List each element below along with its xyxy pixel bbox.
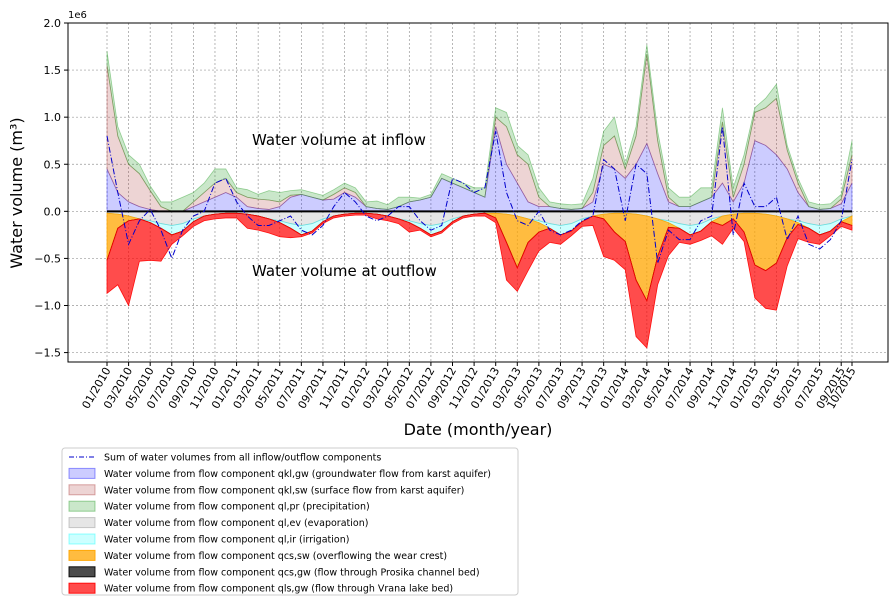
- legend-swatch: [68, 582, 96, 594]
- legend-label: Water volume from flow component qkl,gw …: [104, 469, 491, 480]
- legend-swatch: [68, 500, 96, 512]
- line: [106, 126, 853, 264]
- legend-swatch: [68, 484, 96, 496]
- offset-label: 1e6: [68, 10, 87, 21]
- y-tick-label: −1.0: [34, 300, 61, 313]
- legend-swatch: [68, 549, 96, 561]
- area: [106, 212, 853, 302]
- y-tick-label: 1.5: [44, 64, 62, 77]
- annotation: Water volume at outflow: [252, 262, 437, 280]
- legend-label: Water volume from flow component qcs,sw …: [104, 551, 447, 562]
- y-tick-label: 0.5: [44, 158, 62, 171]
- legend-label: Water volume from flow component qkl,sw …: [104, 485, 464, 496]
- y-axis-label: Water volume (m³): [7, 117, 26, 268]
- y-tick-label: 2.0: [44, 17, 62, 30]
- legend-label: Water volume from flow component ql,ev (…: [104, 518, 368, 529]
- annotation: Water volume at inflow: [252, 131, 426, 149]
- plot-area: −1.5−1.0−0.50.00.51.01.52.001/201003/201…: [34, 17, 889, 411]
- legend: Sum of water volumes from all inflow/out…: [68, 453, 491, 595]
- legend-swatch: [68, 533, 96, 545]
- area: [106, 44, 853, 212]
- legend-swatch: [68, 467, 96, 479]
- legend-label: Water volume from flow component qls,gw …: [104, 584, 453, 595]
- legend-swatch: [68, 566, 96, 578]
- plot-frame: [67, 22, 889, 363]
- y-tick-label: 0.0: [44, 205, 62, 218]
- y-tick-label: −1.5: [34, 347, 61, 360]
- y-tick-label: 1.0: [44, 111, 62, 124]
- legend-label: Water volume from flow component qcs,gw …: [104, 567, 480, 578]
- x-axis-label: Date (month/year): [404, 420, 553, 439]
- legend-label: Water volume from flow component ql,pr (…: [104, 502, 370, 513]
- area: [106, 54, 853, 212]
- y-tick-label: −0.5: [34, 252, 61, 265]
- area: [106, 212, 853, 349]
- legend-box: [61, 447, 519, 596]
- legend-label: Water volume from flow component ql,ir (…: [104, 535, 349, 546]
- legend-swatch: [68, 517, 96, 529]
- legend-label: Sum of water volumes from all inflow/out…: [104, 453, 381, 464]
